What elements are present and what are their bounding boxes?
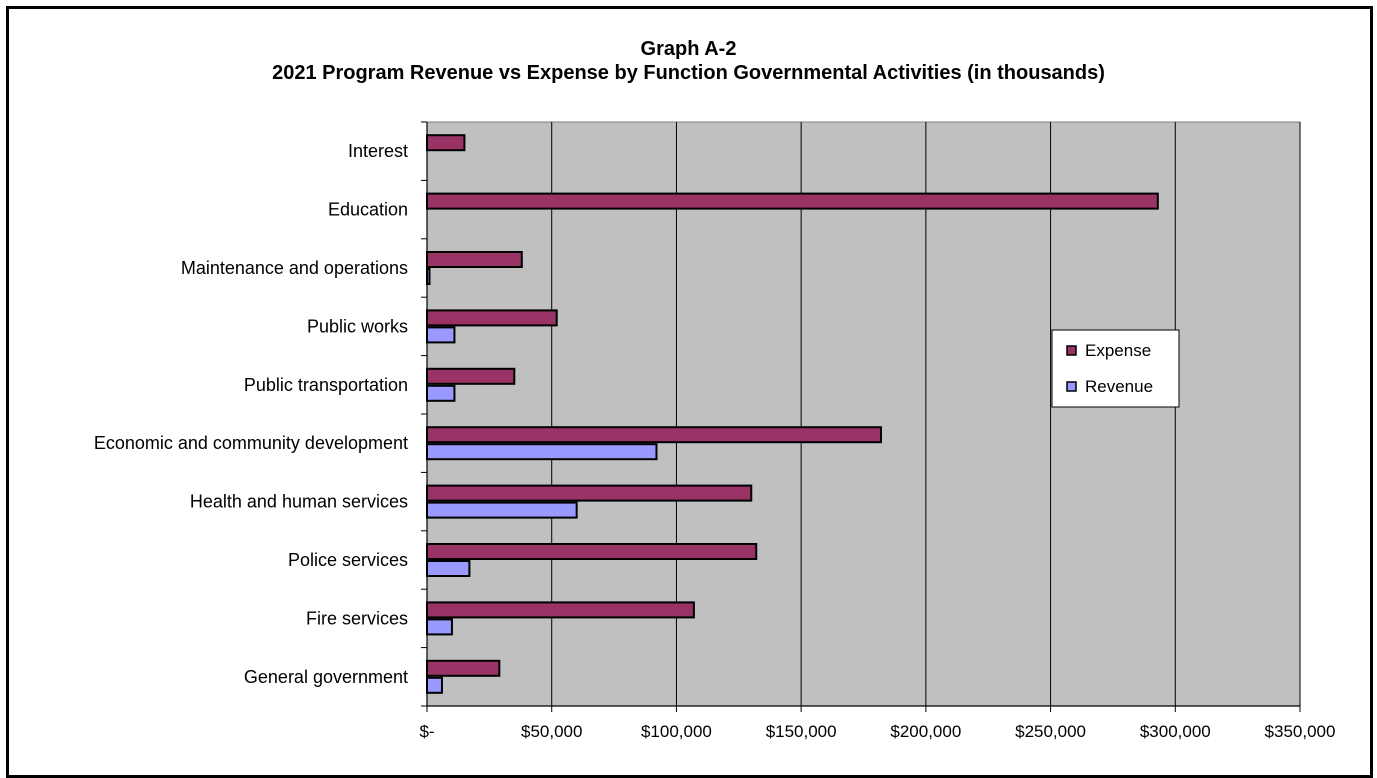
- category-label: Interest: [348, 141, 408, 161]
- legend-box: [1051, 329, 1180, 408]
- category-label: Health and human services: [190, 492, 408, 512]
- category-label: Maintenance and operations: [181, 258, 408, 278]
- chart-title: Graph A-2: [640, 38, 737, 60]
- x-tick-label: $50,000: [521, 722, 582, 741]
- bar-revenue: [426, 384, 456, 402]
- bar-expense: [426, 192, 1159, 210]
- bar-revenue: [426, 676, 443, 694]
- x-tick-label: $200,000: [890, 722, 961, 741]
- bar-revenue: [426, 618, 453, 636]
- x-tick-label: $150,000: [766, 722, 837, 741]
- legend-label-revenue: Revenue: [1085, 377, 1153, 396]
- legend-label-expense: Expense: [1085, 341, 1151, 360]
- bar-expense: [426, 134, 466, 152]
- bar-revenue: [426, 268, 431, 285]
- x-tick-label: $250,000: [1015, 722, 1086, 741]
- bar-expense: [426, 484, 753, 502]
- category-label: Fire services: [306, 608, 408, 628]
- bar-expense: [426, 601, 695, 619]
- bar-revenue: [426, 443, 658, 461]
- bar-expense: [426, 426, 882, 444]
- category-label: Public works: [307, 316, 408, 336]
- category-label: Public transportation: [244, 375, 408, 395]
- bar-revenue: [426, 560, 471, 577]
- category-label: Economic and community development: [94, 433, 408, 453]
- x-tick-label: $100,000: [641, 722, 712, 741]
- bar-expense: [426, 367, 516, 385]
- category-label: General government: [244, 667, 408, 687]
- bar-expense: [426, 659, 501, 677]
- x-tick-label: $300,000: [1140, 722, 1211, 741]
- legend-swatch-revenue: [1066, 381, 1077, 392]
- x-tick-label: $-: [419, 722, 434, 741]
- bar-expense: [426, 309, 558, 327]
- bar-revenue: [426, 326, 456, 344]
- category-label: Police services: [288, 550, 408, 570]
- category-label: Education: [328, 200, 408, 220]
- legend-swatch-expense: [1066, 345, 1077, 356]
- bar-revenue: [426, 501, 578, 519]
- chart-subtitle: 2021 Program Revenue vs Expense by Funct…: [272, 62, 1105, 84]
- x-tick-label: $350,000: [1265, 722, 1336, 741]
- bar-expense: [426, 543, 758, 560]
- bar-expense: [426, 251, 523, 268]
